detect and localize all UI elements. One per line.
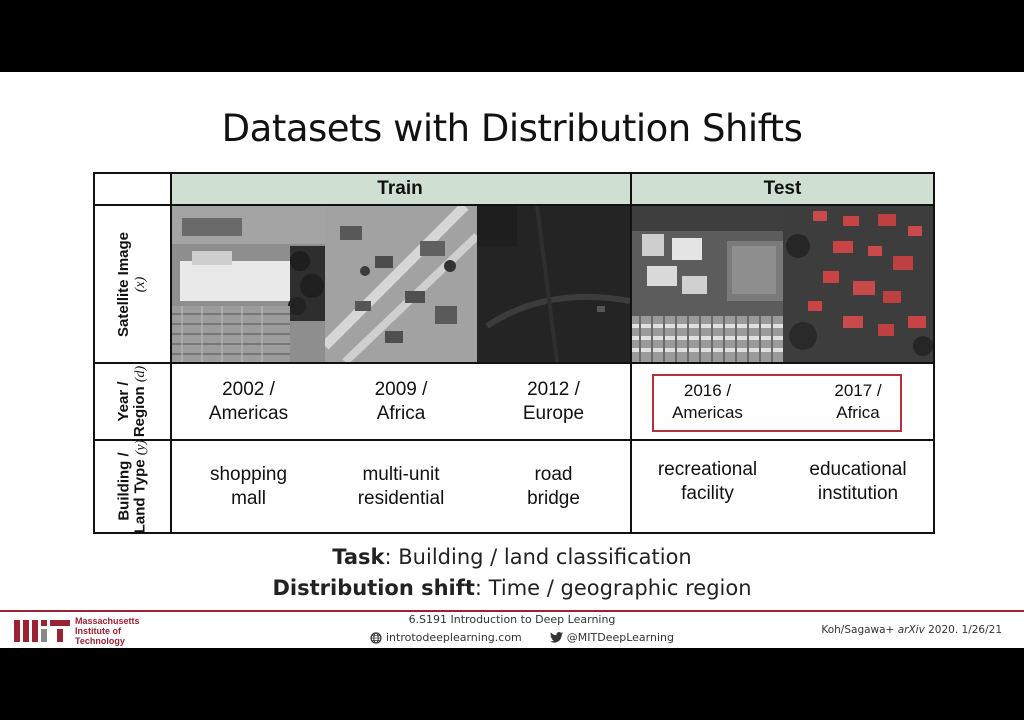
satellite-image-road-bridge [477, 206, 630, 362]
divider [630, 174, 632, 532]
twitter-icon [549, 632, 563, 643]
globe-icon [370, 631, 382, 644]
year-region-cell: 2017 /Africa [834, 380, 882, 422]
year-region-cell: 2002 /Americas [208, 378, 289, 424]
course-title: 6.S191 Introduction to Deep Learning [408, 613, 616, 626]
footer-links: introtodeeplearning.com @MITDeepLearning [370, 631, 674, 644]
test-header: Test [632, 174, 933, 204]
divider [95, 439, 933, 441]
satellite-image-recreational-facility [632, 206, 783, 362]
task-line: Task: Building / land classification [332, 545, 692, 569]
year-region-cell: 2009 /Africa [374, 378, 428, 424]
slide-title: Datasets with Distribution Shifts [221, 107, 803, 150]
row-label-land-type: Building / Land Type (y) [115, 439, 148, 534]
year-region-cell: 2016 /Americas [672, 380, 743, 422]
divider [95, 362, 933, 364]
mit-logo-icon [14, 620, 70, 642]
land-type-cell: educational institution [809, 458, 907, 504]
divider [95, 204, 933, 206]
footer-divider [0, 610, 1024, 612]
website-link[interactable]: introtodeeplearning.com [386, 631, 522, 644]
train-header: Train [170, 174, 630, 204]
divider [170, 174, 172, 532]
land-type-cell: road bridge [527, 463, 580, 509]
land-type-cell: shopping mall [209, 463, 288, 509]
satellite-image-multi-unit-residential [325, 206, 477, 362]
satellite-image-shopping-mall [172, 206, 325, 362]
dataset-table: Train Test Satellite Image (x) Year / Regi… [93, 172, 935, 534]
land-type-cell: multi-unit residential [357, 463, 445, 509]
citation: Koh/Sagawa+ arXiv 2020. 1/26/21 [821, 624, 1002, 636]
test-highlight-box [652, 374, 902, 432]
row-label-satellite: Satellite Image (x) [115, 231, 149, 337]
land-type-cell: recreational facility [657, 458, 758, 504]
satellite-image-educational-institution [783, 206, 933, 362]
row-label-year-region: Year / Region (d) [115, 365, 148, 438]
slide: Datasets with Distribution Shifts Train … [0, 72, 1024, 648]
twitter-handle[interactable]: @MITDeepLearning [566, 631, 674, 644]
year-region-cell: 2012 /Europe [522, 378, 585, 424]
distribution-shift-line: Distribution shift: Time / geographic re… [272, 576, 752, 600]
mit-wordmark: Massachusetts Institute of Technology [75, 616, 140, 646]
